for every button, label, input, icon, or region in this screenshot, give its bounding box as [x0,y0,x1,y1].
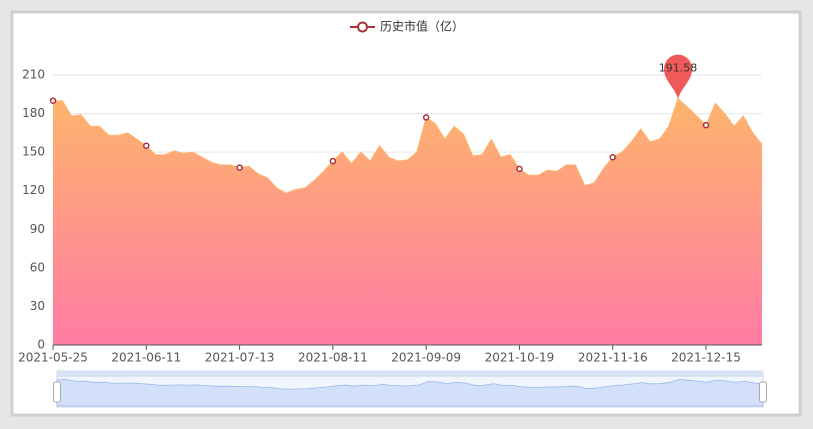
y-tick-label: 90 [30,222,45,236]
mark-point [664,54,693,99]
point [236,164,243,171]
x-tick-label: 2021-09-09 [391,351,461,365]
x-tick-label: 2021-08-11 [298,351,368,365]
x-tick-label: 2021-12-15 [671,351,741,365]
x-tick-label: 2021-10-19 [485,351,555,365]
zoom-handle[interactable] [759,381,767,403]
zoom-preview [56,379,764,407]
point [49,97,57,104]
y-tick-label: 180 [22,106,45,120]
x-tick-label: 2021-07-13 [205,351,275,365]
y-tick-label: 30 [30,299,45,313]
line [53,97,763,194]
y-tick-label: 0 [37,338,45,352]
zoom-handle[interactable] [53,381,61,403]
legend-symbol [357,21,368,33]
y-tick-label: 210 [22,68,45,82]
y-tick-label: 60 [30,260,45,274]
y-tick-label: 120 [22,183,45,197]
point [516,165,523,173]
point [422,114,430,121]
x-tick-label: 2021-11-16 [578,351,648,365]
mark-point-label: 191.58 [659,62,698,75]
y-tick-label: 150 [22,145,45,159]
zoom-bar[interactable] [57,371,763,377]
x-tick-label: 2021-06-11 [111,351,181,365]
point [329,157,337,165]
point [609,154,616,161]
legend-label: 历史市值（亿） [380,19,464,34]
area [53,98,762,345]
x-tick-label: 2021-05-25 [18,351,88,365]
point [143,142,150,149]
point [702,121,710,129]
